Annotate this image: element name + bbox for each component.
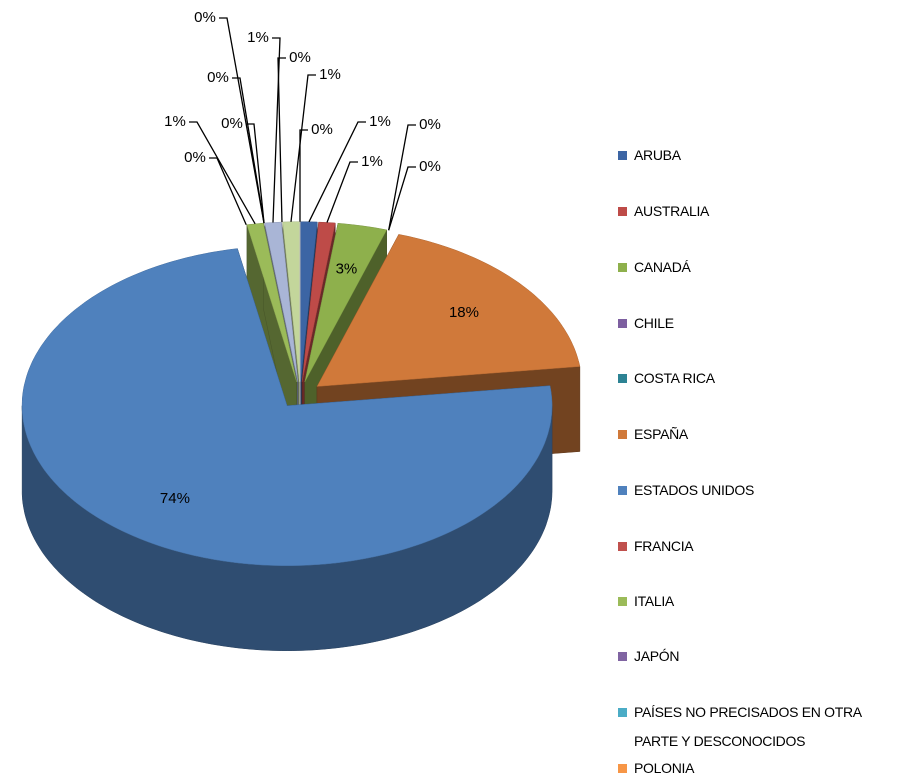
data-label: 18% [449, 304, 479, 321]
legend-label: COSTA RICA [634, 370, 715, 386]
legend-swatch [618, 652, 627, 661]
data-label: 1% [164, 113, 186, 130]
data-label: 0% [419, 158, 441, 175]
data-label: 1% [369, 113, 391, 130]
legend-item: CANADÁ [618, 253, 894, 282]
leader-line [232, 77, 265, 224]
legend-swatch [618, 542, 627, 551]
legend-item: ITALIA [618, 587, 894, 616]
leader-line [272, 37, 281, 223]
legend-swatch [618, 597, 627, 606]
legend-label: FRANCIA [634, 538, 694, 554]
leader-line [290, 74, 316, 222]
data-label: 1% [319, 66, 341, 83]
legend-item: ESTADOS UNIDOS [618, 476, 894, 505]
slice [300, 221, 318, 382]
legend-item: JAPÓN [618, 642, 894, 671]
legend-item: ARUBA [618, 141, 894, 170]
data-label: 1% [361, 153, 383, 170]
legend-label: JAPÓN [634, 648, 680, 664]
leader-line [388, 124, 416, 231]
legend-label: ITALIA [634, 593, 674, 609]
legend-label: CANADÁ [634, 259, 691, 275]
legend-swatch [618, 263, 627, 272]
legend-label: POLONIA [634, 760, 695, 775]
leader-line [219, 17, 265, 224]
legend-item: POLONIA [618, 754, 894, 775]
slice [316, 234, 581, 387]
data-label: 74% [160, 490, 190, 507]
leader-line [246, 123, 265, 224]
leader-line [209, 157, 247, 226]
legend-item: ESPAÑA [618, 420, 894, 449]
legend-label: AUSTRALIA [634, 203, 710, 219]
legend-swatch [618, 430, 627, 439]
legend-label: ARUBA [634, 147, 681, 163]
legend-label: CHILE [634, 315, 674, 331]
data-label: 0% [311, 121, 333, 138]
leader-line [388, 166, 416, 231]
data-label: 0% [419, 116, 441, 133]
data-label: 1% [247, 29, 269, 46]
legend-label: ESTADOS UNIDOS [634, 482, 755, 498]
legend-swatch [618, 207, 627, 216]
legend-item: AUSTRALIA [618, 197, 894, 226]
legend: ARUBA AUSTRALIA CANADÁ CHILE COSTA RICA ESPAÑ… [618, 0, 894, 775]
legend-item: CHILE [618, 309, 894, 338]
legend-swatch [618, 151, 627, 160]
legend-swatch [618, 319, 627, 328]
legend-swatch [618, 486, 627, 495]
legend-label: PAÍSES NO PRECISADOS EN OTRA PARTE Y DES… [634, 704, 862, 749]
chart: 1% 1% 3% 0% 0% 18% 74% 0% 1% 0% 0% 0% 1% 0% 1% 0% [21, 9, 581, 651]
slice-tops [21, 221, 581, 566]
data-label: 0% [207, 69, 229, 86]
legend-item: FRANCIA [618, 532, 894, 561]
leader-line [277, 57, 286, 223]
data-label: 0% [289, 49, 311, 66]
legend-item: PAÍSES NO PRECISADOS EN OTRA PARTE Y DES… [618, 698, 894, 756]
slice [301, 221, 336, 382]
legend-label: ESPAÑA [634, 426, 688, 442]
data-label: 0% [184, 149, 206, 166]
slice [304, 223, 388, 383]
slice [264, 221, 299, 382]
legend-swatch [618, 764, 627, 773]
leader-line [308, 121, 366, 223]
data-label: 0% [194, 9, 216, 26]
slice [246, 222, 297, 382]
leader-line [326, 161, 358, 223]
legend-item: COSTA RICA [618, 364, 894, 393]
leader-line [189, 121, 256, 225]
legend-swatch [618, 374, 627, 383]
slice [21, 248, 553, 566]
data-label: 3% [336, 261, 358, 278]
legend-swatch [618, 708, 627, 717]
data-label: 0% [221, 115, 243, 132]
leader-line [299, 129, 308, 222]
